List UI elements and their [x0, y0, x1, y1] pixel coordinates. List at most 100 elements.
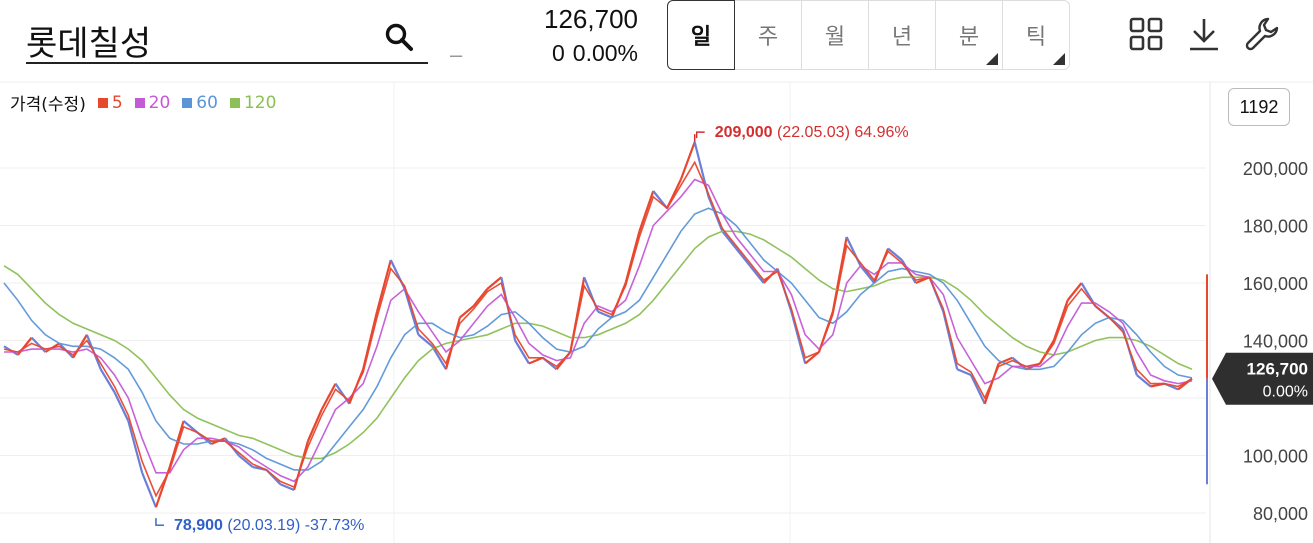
- price-segment: [431, 345, 447, 370]
- low-label: 78,900 (20.03.19) -37.73%: [174, 517, 364, 534]
- high-value: 209,000: [715, 124, 777, 141]
- tab-year[interactable]: 년: [868, 0, 936, 70]
- current-price-tag-bg: [1212, 352, 1313, 405]
- tab-month-label: 월: [824, 25, 846, 50]
- price-segment: [279, 483, 295, 492]
- price-segment: [362, 311, 379, 370]
- legend-swatch: [229, 97, 240, 108]
- price-segment: [334, 383, 351, 405]
- price-segment: [638, 190, 655, 232]
- price-segment: [99, 368, 116, 393]
- legend-swatch: [134, 97, 145, 108]
- price-segment: [320, 383, 337, 411]
- y-tick-label: 80,000: [1253, 504, 1308, 524]
- price-segment: [127, 420, 144, 474]
- submenu-triangle-icon: [1053, 53, 1065, 65]
- low-date-pct: (20.03.19) -37.73%: [227, 517, 364, 534]
- price-segment: [514, 339, 530, 365]
- wrench-icon[interactable]: [1244, 16, 1280, 52]
- legend-item-ma60[interactable]: 60: [182, 93, 218, 113]
- ma-line-5: [3, 160, 1193, 498]
- tab-week-label: 주: [757, 25, 779, 50]
- price-segment: [859, 265, 876, 284]
- series-lines: [3, 141, 1193, 508]
- price-segment: [141, 472, 157, 508]
- low-value: 78,900: [174, 517, 227, 534]
- price-segment: [182, 420, 199, 434]
- price-segment: [749, 265, 765, 284]
- price-segment: [375, 259, 392, 313]
- legend-label: 20: [148, 92, 171, 113]
- price-segment: [624, 230, 641, 284]
- ma-line-20: [4, 178, 1193, 483]
- y-tick-label: 180,000: [1243, 217, 1308, 237]
- price-segment: [417, 333, 433, 348]
- price-segment: [472, 288, 489, 307]
- price-segment: [956, 368, 972, 377]
- ma-line-120: [3, 230, 1193, 460]
- y-tick-label: 140,000: [1243, 332, 1308, 352]
- legend-label: 5: [111, 92, 123, 113]
- legend-item-ma20[interactable]: 20: [134, 92, 171, 113]
- period-tabs: 일 주 월 년 분 틱: [667, 0, 1070, 70]
- low-annotation: 78,900 (20.03.19) -37.73%: [155, 517, 364, 534]
- price-segment: [721, 230, 737, 250]
- y-axis: 200,000 180,000 160,000 140,000 100,000 80,00…: [1243, 159, 1308, 524]
- download-icon[interactable]: [1186, 16, 1222, 52]
- price-change: 0 0.00%: [500, 40, 638, 67]
- candle-count-badge[interactable]: 1192: [1228, 88, 1290, 126]
- change-pct: 0.00%: [572, 40, 638, 66]
- high-label: 209,000 (22.05.03) 64.96%: [715, 124, 909, 141]
- price-segment: [403, 288, 420, 336]
- submenu-triangle-icon: [986, 53, 998, 65]
- legend-title: 가격(수정): [10, 95, 86, 115]
- tab-day[interactable]: 일: [667, 0, 735, 70]
- grid-lines: [0, 81, 1313, 543]
- stock-name[interactable]: 롯데칠성: [26, 24, 152, 64]
- price-segment: [790, 311, 807, 364]
- tab-minute-label: 분: [958, 25, 980, 50]
- tab-day-label: 일: [690, 25, 712, 50]
- tab-tick-label: 틱: [1025, 25, 1047, 50]
- legend-swatch: [182, 97, 193, 108]
- compare-dash: –: [450, 42, 463, 67]
- tab-minute[interactable]: 분: [935, 0, 1003, 70]
- price-segment: [306, 409, 323, 442]
- current-price: 126,700: [544, 4, 638, 34]
- legend-swatch: [97, 97, 108, 108]
- tab-tick[interactable]: 틱: [1002, 0, 1070, 70]
- current-price-tag-pct: 0.00%: [1263, 384, 1308, 401]
- high-annotation: 209,000 (22.05.03) 64.96%: [693, 124, 909, 143]
- price-segment: [459, 305, 475, 319]
- high-arrow-icon: [695, 131, 705, 139]
- price-segment: [679, 141, 696, 180]
- price-segment: [528, 356, 544, 365]
- price-segment: [597, 310, 613, 319]
- legend-label: 60: [196, 92, 218, 113]
- legend-label: 120: [243, 92, 277, 113]
- price-segment: [1136, 374, 1152, 388]
- price-segment: [1052, 299, 1069, 341]
- price-segment: [887, 247, 903, 261]
- change-value: 0: [551, 40, 565, 66]
- search-box[interactable]: 롯데칠성: [26, 10, 428, 64]
- price-segment: [998, 356, 1013, 365]
- ma-line-60: [3, 207, 1193, 471]
- high-date-pct: (22.05.03) 64.96%: [777, 124, 909, 141]
- low-arrow-icon: [155, 518, 164, 526]
- legend-item-ma5[interactable]: 5: [97, 92, 123, 113]
- y-tick-label: 100,000: [1243, 447, 1308, 467]
- price-segment: [168, 420, 185, 468]
- tab-year-label: 년: [891, 25, 913, 50]
- price-segment: [486, 276, 503, 290]
- chart-annotations: 209,000 (22.05.03) 64.96% 78,900 (20.03.1…: [155, 124, 1313, 534]
- search-icon[interactable]: [384, 22, 414, 52]
- current-price-tag-value: 126,700: [1247, 360, 1308, 379]
- price-segment: [804, 351, 820, 365]
- price-segment: [113, 391, 130, 422]
- grid-icon[interactable]: [1128, 16, 1164, 52]
- legend-item-ma120[interactable]: 120: [229, 92, 277, 113]
- chart-legend: 가격(수정) 5 20 60 120: [10, 90, 277, 116]
- price-segment: [707, 196, 724, 232]
